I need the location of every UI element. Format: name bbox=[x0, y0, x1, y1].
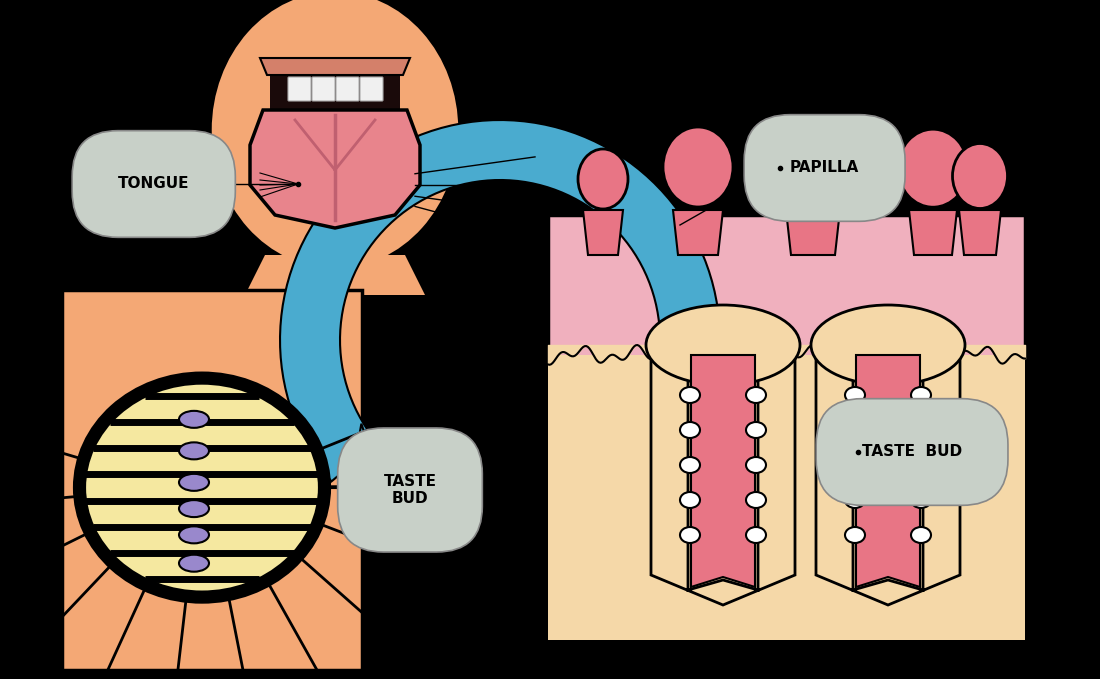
Ellipse shape bbox=[911, 457, 931, 473]
Polygon shape bbox=[673, 210, 723, 255]
Ellipse shape bbox=[179, 474, 209, 491]
Polygon shape bbox=[250, 110, 420, 228]
Ellipse shape bbox=[911, 422, 931, 438]
Ellipse shape bbox=[179, 526, 209, 543]
Polygon shape bbox=[270, 68, 400, 120]
Ellipse shape bbox=[646, 305, 800, 385]
Ellipse shape bbox=[776, 122, 850, 206]
Ellipse shape bbox=[210, 0, 460, 270]
Ellipse shape bbox=[953, 143, 1008, 208]
FancyBboxPatch shape bbox=[312, 77, 336, 101]
Ellipse shape bbox=[179, 411, 209, 428]
Polygon shape bbox=[786, 210, 840, 255]
Polygon shape bbox=[856, 355, 920, 587]
Ellipse shape bbox=[898, 129, 968, 207]
Ellipse shape bbox=[680, 457, 700, 473]
Polygon shape bbox=[548, 215, 1025, 640]
Polygon shape bbox=[62, 290, 362, 670]
Ellipse shape bbox=[680, 527, 700, 543]
Ellipse shape bbox=[75, 373, 329, 602]
Ellipse shape bbox=[680, 492, 700, 508]
Ellipse shape bbox=[680, 422, 700, 438]
Polygon shape bbox=[257, 115, 412, 135]
Ellipse shape bbox=[179, 442, 209, 460]
Ellipse shape bbox=[746, 387, 766, 403]
Ellipse shape bbox=[845, 457, 865, 473]
Text: TASTE  BUD: TASTE BUD bbox=[862, 445, 962, 460]
Polygon shape bbox=[260, 58, 410, 75]
Ellipse shape bbox=[911, 387, 931, 403]
Ellipse shape bbox=[578, 149, 628, 209]
FancyBboxPatch shape bbox=[336, 77, 359, 101]
Polygon shape bbox=[245, 255, 425, 295]
Ellipse shape bbox=[680, 387, 700, 403]
Text: TASTE
BUD: TASTE BUD bbox=[384, 474, 437, 507]
Ellipse shape bbox=[746, 457, 766, 473]
Ellipse shape bbox=[845, 422, 865, 438]
Text: PAPILLA: PAPILLA bbox=[790, 160, 859, 175]
Polygon shape bbox=[548, 355, 1025, 640]
Polygon shape bbox=[691, 355, 755, 587]
Ellipse shape bbox=[746, 527, 766, 543]
Ellipse shape bbox=[911, 527, 931, 543]
FancyBboxPatch shape bbox=[360, 77, 383, 101]
Polygon shape bbox=[651, 355, 795, 605]
Ellipse shape bbox=[845, 527, 865, 543]
Polygon shape bbox=[909, 210, 957, 255]
Ellipse shape bbox=[845, 492, 865, 508]
Polygon shape bbox=[280, 120, 720, 509]
Ellipse shape bbox=[746, 422, 766, 438]
FancyBboxPatch shape bbox=[288, 77, 311, 101]
Polygon shape bbox=[959, 210, 1001, 255]
Ellipse shape bbox=[663, 127, 733, 207]
Ellipse shape bbox=[811, 305, 965, 385]
Polygon shape bbox=[348, 424, 382, 500]
Polygon shape bbox=[583, 210, 623, 255]
Polygon shape bbox=[816, 355, 960, 605]
Ellipse shape bbox=[179, 500, 209, 517]
Ellipse shape bbox=[179, 555, 209, 572]
Ellipse shape bbox=[911, 492, 931, 508]
Text: TONGUE: TONGUE bbox=[118, 177, 189, 191]
Ellipse shape bbox=[845, 387, 865, 403]
Ellipse shape bbox=[84, 382, 320, 593]
Ellipse shape bbox=[746, 492, 766, 508]
